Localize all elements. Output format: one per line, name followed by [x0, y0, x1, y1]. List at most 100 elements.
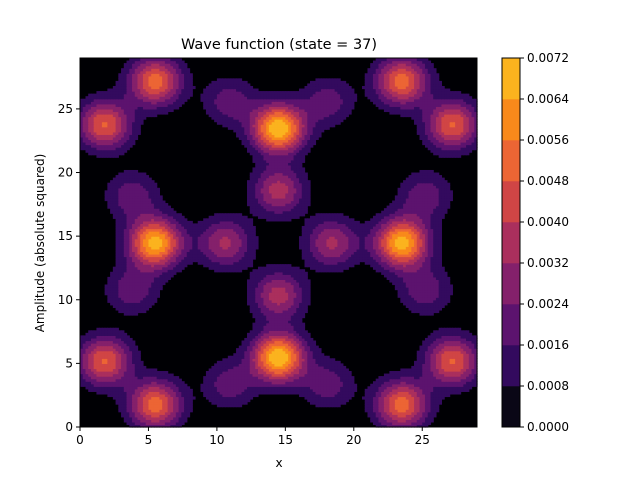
- heatmap-cell: [307, 340, 311, 344]
- heatmap-cell: [304, 264, 308, 268]
- heatmap-cell: [334, 393, 338, 398]
- heatmap-cell: [107, 279, 111, 283]
- heatmap-cell: [203, 393, 207, 398]
- heatmap-cell: [277, 330, 281, 334]
- heatmap-cell: [424, 340, 429, 344]
- heatmap-cell: [145, 264, 150, 268]
- heatmap-cell: [331, 391, 336, 395]
- heatmap-cell: [255, 383, 259, 387]
- heatmap-cell: [438, 330, 443, 334]
- heatmap-cell: [260, 307, 265, 311]
- heatmap-cell: [186, 256, 191, 260]
- heatmap-cell: [279, 373, 284, 377]
- heatmap-cell: [468, 340, 473, 344]
- heatmap-cell: [156, 294, 160, 298]
- heatmap-cell: [312, 399, 317, 403]
- heatmap-cell: [85, 335, 89, 339]
- heatmap-cell: [403, 289, 407, 293]
- heatmap-cell: [134, 304, 139, 308]
- heatmap-cell: [140, 276, 144, 280]
- heatmap-cell: [178, 424, 182, 428]
- heatmap-cell: [307, 287, 311, 291]
- heatmap-cell: [381, 378, 385, 382]
- heatmap-cell: [400, 373, 404, 377]
- heatmap-cell: [129, 368, 133, 372]
- heatmap-cell: [452, 391, 456, 395]
- heatmap-cell: [438, 297, 443, 301]
- heatmap-cell: [285, 332, 289, 336]
- heatmap-cell: [427, 271, 432, 275]
- heatmap-cell: [153, 287, 158, 291]
- heatmap-cell: [460, 353, 464, 357]
- heatmap-cell: [397, 276, 401, 280]
- heatmap-cell: [282, 368, 286, 372]
- heatmap-cell: [145, 411, 150, 415]
- heatmap-cell: [304, 386, 308, 390]
- heatmap-cell: [414, 414, 418, 418]
- heatmap-cell: [134, 348, 139, 352]
- heatmap-cell: [263, 330, 267, 334]
- heatmap-cell: [189, 393, 193, 398]
- heatmap-cell: [441, 335, 445, 339]
- heatmap-cell: [255, 292, 259, 296]
- heatmap-cell: [304, 281, 308, 286]
- heatmap-cell: [279, 358, 284, 362]
- heatmap-cell: [370, 406, 374, 410]
- heatmap-cell: [411, 299, 415, 303]
- heatmap-cell: [271, 279, 275, 283]
- heatmap-cell: [304, 350, 308, 354]
- heatmap-cell: [134, 271, 139, 275]
- heatmap-cell: [288, 276, 292, 280]
- heatmap-cell: [233, 355, 237, 359]
- heatmap-cell: [151, 284, 155, 288]
- heatmap-cell: [309, 371, 314, 375]
- heatmap-cell: [400, 404, 404, 408]
- heatmap-cell: [247, 289, 251, 293]
- heatmap-cell: [430, 363, 434, 367]
- heatmap-cell: [156, 401, 160, 405]
- heatmap-cell: [370, 256, 374, 260]
- heatmap-cell: [80, 345, 84, 349]
- heatmap-cell: [285, 383, 289, 387]
- heatmap-cell: [351, 259, 355, 263]
- heatmap-cell: [80, 363, 84, 367]
- heatmap-cell: [290, 279, 295, 283]
- heatmap-cell: [104, 391, 108, 395]
- heatmap-cell: [312, 386, 317, 390]
- heatmap-cell: [405, 406, 410, 410]
- heatmap-cell: [463, 343, 467, 347]
- heatmap-cell: [110, 353, 114, 357]
- heatmap-cell: [194, 259, 199, 263]
- heatmap-cell: [315, 348, 319, 352]
- heatmap-cell: [118, 261, 122, 265]
- heatmap-cell: [326, 386, 330, 390]
- heatmap-cell: [268, 373, 273, 377]
- heatmap-cell: [438, 381, 443, 385]
- heatmap-cell: [101, 343, 106, 347]
- heatmap-cell: [372, 419, 377, 423]
- heatmap-cell: [225, 401, 229, 405]
- heatmap-cell: [247, 393, 251, 398]
- heatmap-cell: [457, 368, 462, 372]
- heatmap-cell: [162, 391, 166, 395]
- heatmap-cell: [257, 368, 262, 372]
- heatmap-cell: [101, 327, 106, 331]
- heatmap-cell: [247, 378, 251, 382]
- heatmap-cell: [247, 399, 251, 403]
- heatmap-cell: [299, 373, 303, 377]
- heatmap-cell: [299, 360, 303, 364]
- heatmap-cell: [299, 322, 303, 326]
- heatmap-cell: [299, 325, 303, 329]
- heatmap-cell: [90, 345, 95, 349]
- heatmap-cell: [115, 289, 119, 293]
- heatmap-cell: [424, 376, 429, 380]
- heatmap-cell: [99, 332, 103, 336]
- heatmap-cell: [427, 406, 432, 410]
- heatmap-cell: [383, 271, 388, 275]
- heatmap-cell: [468, 353, 473, 357]
- heatmap-cell: [435, 266, 440, 270]
- heatmap-cell: [227, 376, 232, 380]
- heatmap-cell: [175, 411, 180, 415]
- heatmap-cell: [219, 376, 223, 380]
- heatmap-cell: [375, 404, 380, 408]
